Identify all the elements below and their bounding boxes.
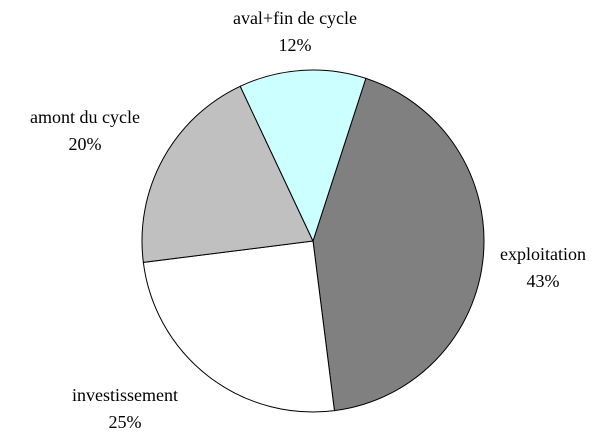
slice-value-label: 12% [279, 35, 312, 55]
slice-label: investissement [72, 385, 178, 405]
slice-value-label: 25% [109, 412, 142, 432]
pie-slice [312, 77, 485, 412]
slice-label: exploitation [500, 244, 586, 264]
pie-slice [141, 85, 314, 263]
slice-label: amont du cycle [30, 107, 140, 127]
slice-label: aval+fin de cycle [233, 8, 357, 28]
pie-slice [239, 69, 367, 243]
slice-value-label: 20% [69, 134, 102, 154]
slice-value-label: 43% [527, 271, 560, 291]
pie-slice [142, 240, 335, 413]
